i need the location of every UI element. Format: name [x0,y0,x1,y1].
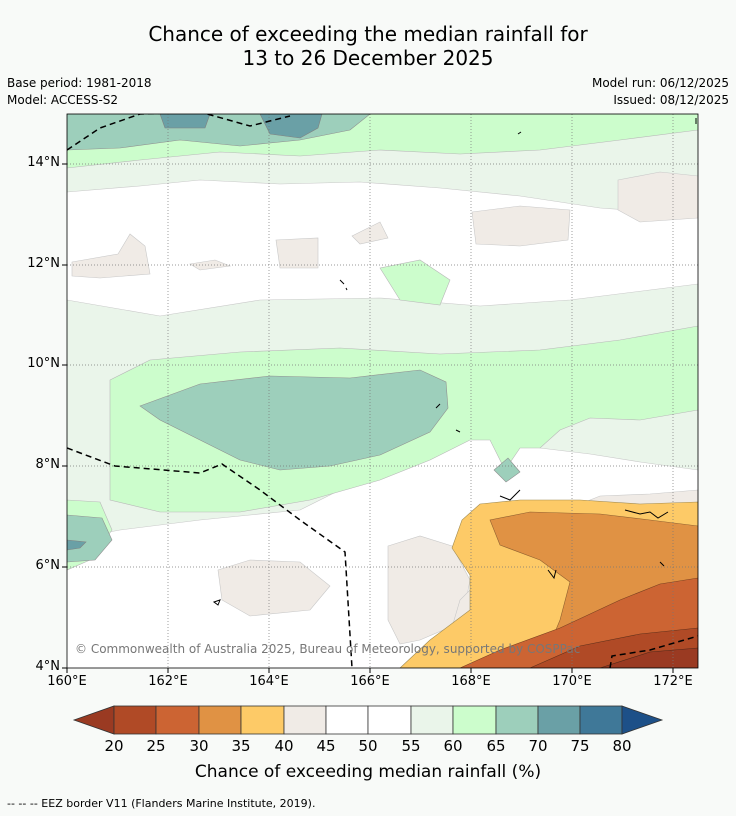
meta-left: Base period: 1981-2018 Model: ACCESS-S2 [7,75,152,109]
colorbar-tick-70: 70 [528,737,548,755]
contour-40-45-a [71,171,698,645]
colorbar-below-20 [72,705,115,735]
colorbar-40-45 [283,705,327,735]
map-gridlines [67,114,698,668]
title-line-1: Chance of exceeding the median rainfall … [148,22,588,46]
colorbar-tick-20: 20 [104,737,124,755]
axis-ticks [62,163,674,673]
eez-legend-note: -- -- -- EEZ border V11 (Flanders Marine… [7,797,316,810]
base-period: Base period: 1981-2018 [7,76,152,90]
colorbar-25-30 [155,705,200,735]
colorbar-tick-35: 35 [231,737,251,755]
lat-label-14n: 14°N [27,155,60,170]
lon-label-166e: 166°E [350,674,390,689]
colorbar-tick-75: 75 [570,737,590,755]
colorbar-50-55 [367,705,412,735]
colorbar-35-40 [240,705,285,735]
map-frame [66,113,699,669]
model-run: Model run: 06/12/2025 [591,76,729,90]
contour-65-70 [67,114,521,563]
colorbar-30-35 [198,705,242,735]
eez-border-lines [67,114,698,668]
colorbar-tick-40: 40 [274,737,294,755]
lon-label-164e: 164°E [249,674,289,689]
colorbar [72,705,664,735]
chart-title: Chance of exceeding the median rainfall … [0,22,736,70]
title-line-2: 13 to 26 December 2025 [242,46,494,70]
colorbar-tick-60: 60 [443,737,463,755]
model-name: Model: ACCESS-S2 [7,93,119,107]
island-marks [212,118,697,606]
lon-label-170e: 170°E [552,674,592,689]
colorbar-tick-30: 30 [189,737,209,755]
colorbar-65-70 [495,705,539,735]
contour-60-65 [67,114,698,571]
colorbar-tick-25: 25 [146,737,166,755]
issued-date: Issued: 08/12/2025 [613,93,729,107]
colorbar-tick-55: 55 [401,737,421,755]
lat-label-8n: 8°N [35,457,61,472]
colorbar-tick-50: 50 [358,737,378,755]
lon-label-160e: 160°E [47,674,87,689]
copyright-text: © Commonwealth of Australia 2025, Bureau… [75,642,580,656]
lat-label-12n: 12°N [27,256,60,271]
colorbar-20-25 [113,705,157,735]
map-plot-area: © Commonwealth of Australia 2025, Bureau… [67,114,698,668]
contour-70-75 [67,114,323,551]
lon-label-162e: 162°E [148,674,188,689]
lat-label-4n: 4°N [35,659,61,674]
colorbar-55-60 [410,705,454,735]
contour-below-20 [599,647,698,668]
lon-label-172e: 172°E [653,674,693,689]
colorbar-above-80 [621,705,664,735]
colorbar-title: Chance of exceeding median rainfall (%) [194,762,542,782]
colorbar-45-50 [325,705,369,735]
lat-label-10n: 10°N [27,356,60,371]
colorbar-60-65 [452,705,497,735]
colorbar-tick-80: 80 [612,737,632,755]
lon-label-168e: 168°E [451,674,491,689]
meta-right: Model run: 06/12/2025 Issued: 08/12/2025 [592,75,729,109]
colorbar-tick-65: 65 [486,737,506,755]
lat-label-6n: 6°N [35,558,61,573]
colorbar-tick-45: 45 [316,737,336,755]
colorbar-70-75 [537,705,581,735]
colorbar-75-80 [579,705,623,735]
